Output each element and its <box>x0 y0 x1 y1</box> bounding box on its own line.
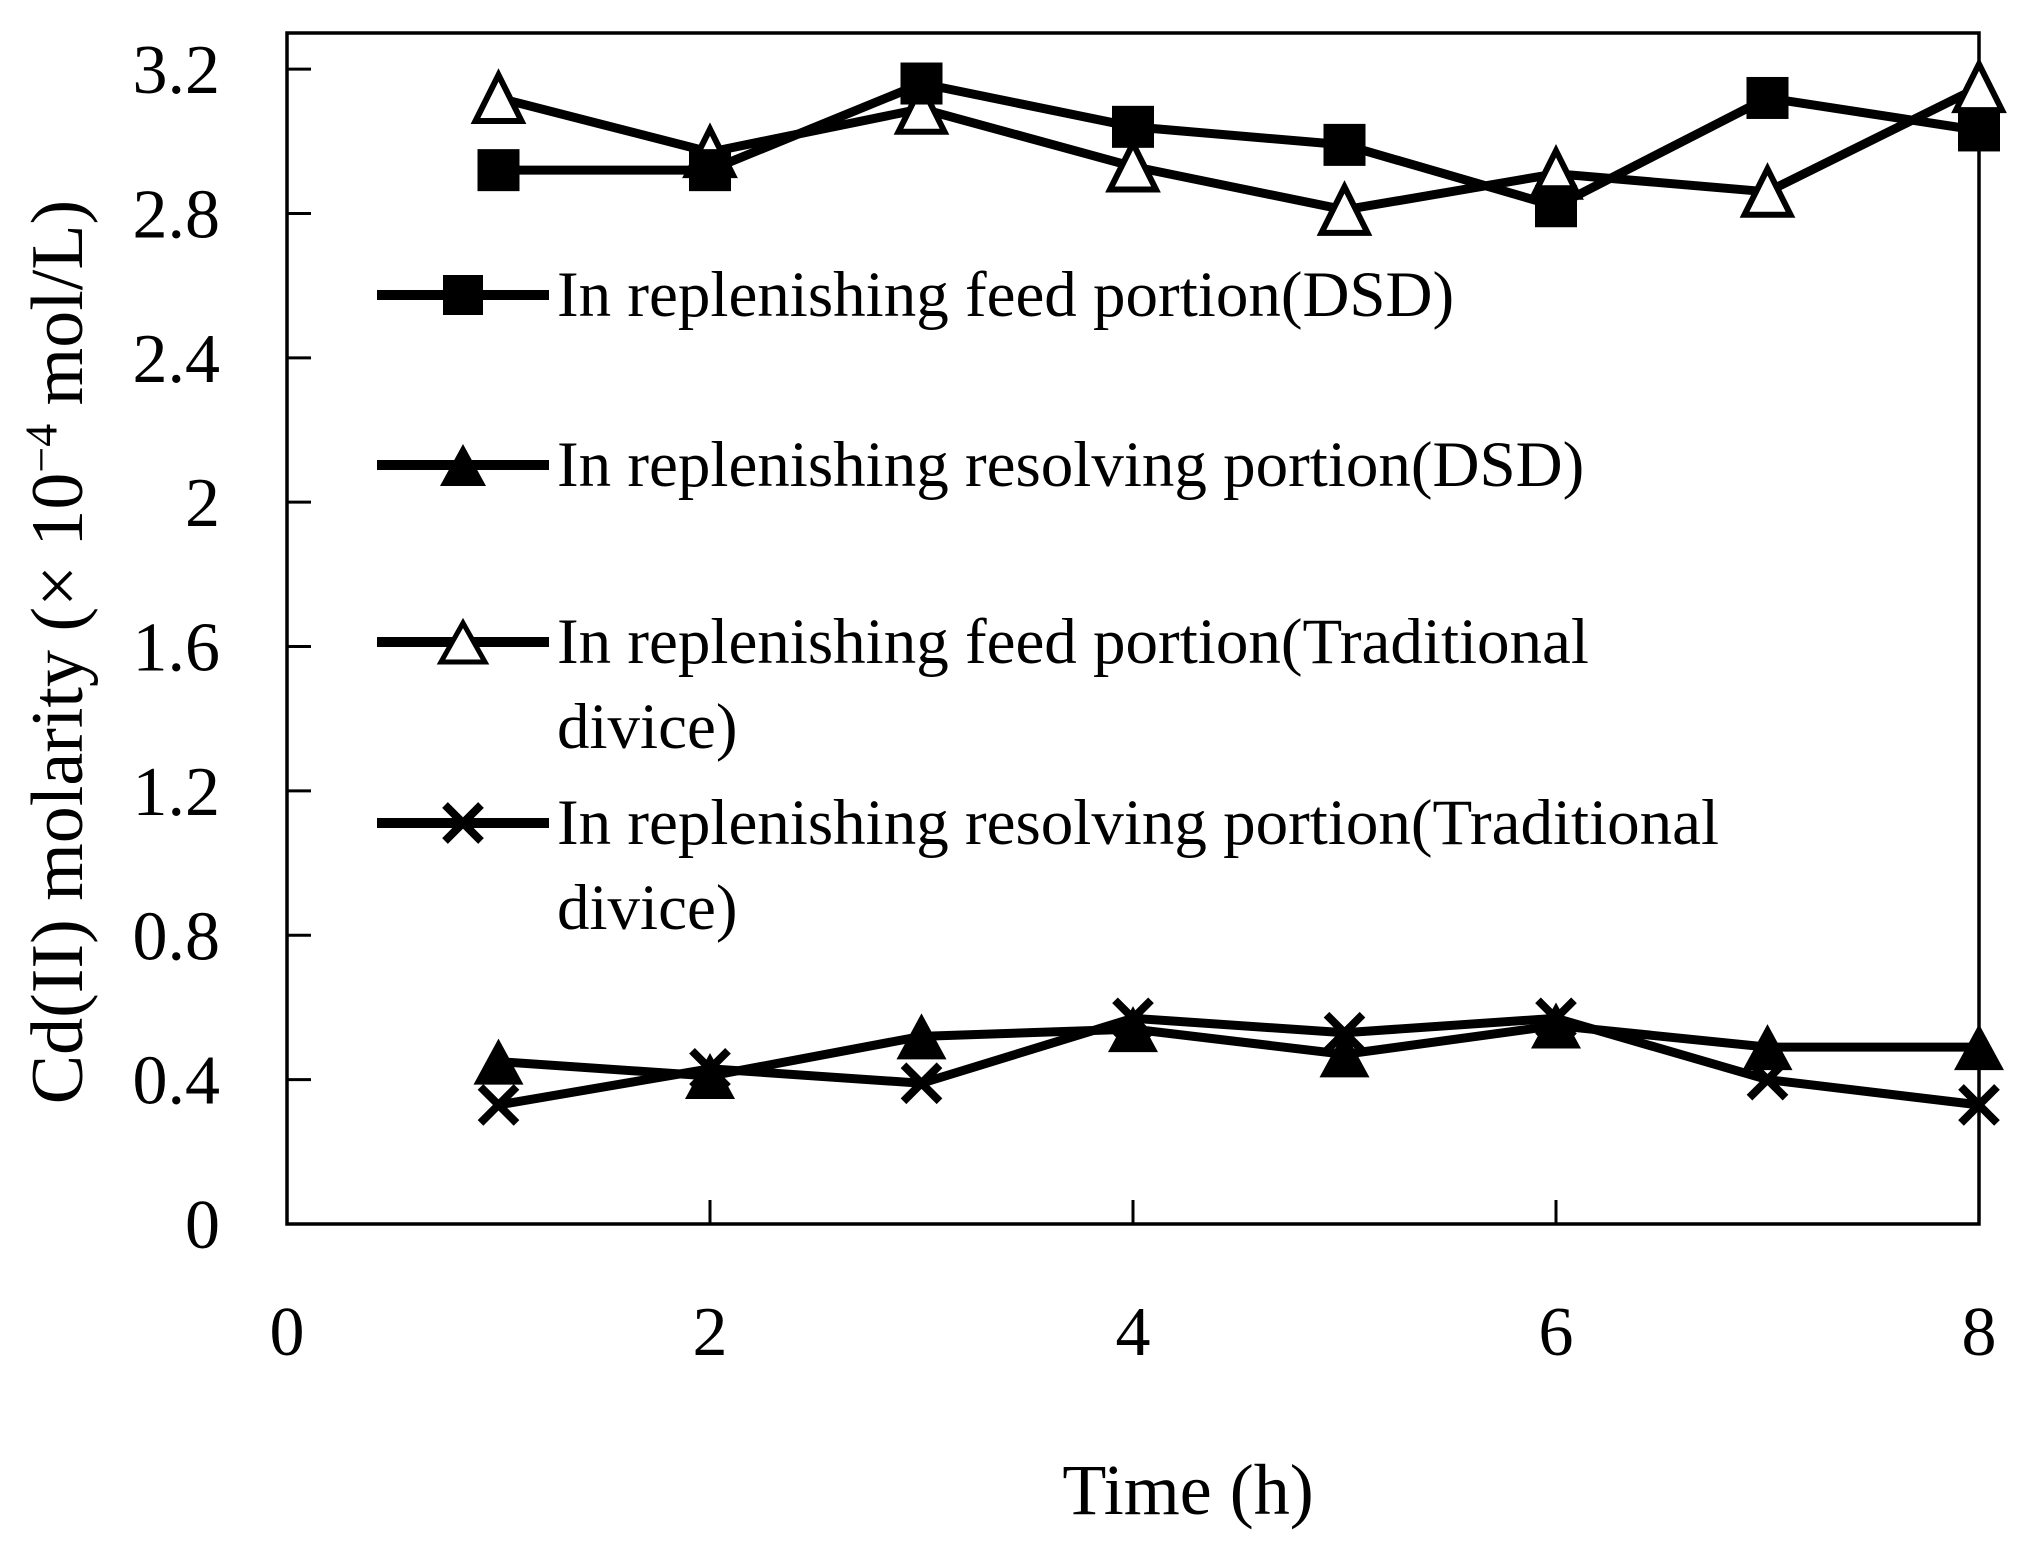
legend-item-resolving-traditional: In replenishing resolving portion(Tradit… <box>377 781 1719 951</box>
y-tick-label: 2.4 <box>133 321 221 398</box>
marker-open-triangle <box>1739 162 1796 218</box>
legend-marker-x-cross-icon <box>377 802 549 844</box>
legend-marker-filled-square-icon <box>377 275 549 315</box>
marker-filled-triangle <box>1531 1002 1581 1049</box>
marker-open-triangle <box>1316 180 1373 236</box>
legend-item-resolving-dsd: In replenishing resolving portion(DSD) <box>377 423 1584 508</box>
marker-x-cross <box>900 1062 943 1105</box>
legend-label: In replenishing resolving portion(Tradit… <box>557 781 1719 951</box>
y-tick-label: 3.2 <box>133 32 221 109</box>
legend-item-feed-traditional: In replenishing feed portion(Traditional… <box>377 600 1589 770</box>
marker-open-triangle <box>1951 57 2007 114</box>
marker-filled-square <box>1323 123 1366 166</box>
x-tick-label: 6 <box>1539 1294 1574 1371</box>
y-axis-title: Cd(II) molarity (× 10−4 mol/L) <box>15 2 99 1302</box>
marker-filled-square <box>1958 109 2000 152</box>
y-tick-label: 1.6 <box>133 610 221 687</box>
marker-open-triangle <box>893 79 950 135</box>
legend-label-line: divice) <box>557 691 738 763</box>
marker-filled-triangle <box>1742 1024 1793 1071</box>
marker-x-cross <box>477 1084 520 1126</box>
legend-label: In replenishing resolving portion(DSD) <box>557 423 1584 508</box>
legend-label-line: divice) <box>557 872 738 944</box>
marker-filled-square <box>1746 76 1789 119</box>
x-axis-title: Time (h) <box>1062 1450 1314 1530</box>
series-line-open-triangle <box>497 83 1981 215</box>
y-tick-label: 2.8 <box>133 176 221 253</box>
y-tick-label: 2 <box>185 465 220 542</box>
legend-label: In replenishing feed portion(Traditional… <box>557 600 1589 770</box>
legend-label-line: In replenishing feed portion(Traditional <box>557 606 1589 678</box>
x-tick-label: 4 <box>1116 1294 1151 1371</box>
series-line-filled-triangle <box>498 1020 1979 1081</box>
marker-filled-square <box>1535 185 1577 228</box>
series-line-filled-square <box>498 78 1980 212</box>
marker-filled-triangle <box>896 1013 947 1060</box>
marker-filled-triangle <box>685 1053 735 1100</box>
marker-filled-square <box>477 149 520 192</box>
marker-filled-square <box>900 62 943 105</box>
marker-x-cross <box>1958 1084 2000 1126</box>
marker-filled-triangle <box>1108 1006 1158 1053</box>
marker-filled-square <box>689 149 731 192</box>
legend-item-feed-dsd: In replenishing feed portion(DSD) <box>377 253 1454 338</box>
y-tick-label: 0.8 <box>133 898 221 975</box>
y-axis-title-superscript: −4 <box>15 423 67 473</box>
marker-open-triangle <box>470 68 527 124</box>
y-tick-label: 0 <box>185 1187 220 1264</box>
marker-open-triangle <box>1105 136 1161 193</box>
marker-filled-triangle <box>1954 1024 2004 1071</box>
legend-label-line: In replenishing feed portion(DSD) <box>557 259 1455 331</box>
marker-filled-triangle <box>1319 1031 1370 1078</box>
legend-label: In replenishing feed portion(DSD) <box>557 253 1454 338</box>
x-tick-label: 8 <box>1962 1294 1997 1371</box>
marker-filled-triangle <box>473 1038 524 1085</box>
legend-label-line: In replenishing resolving portion(DSD) <box>557 429 1585 501</box>
y-tick-label: 0.4 <box>133 1043 221 1120</box>
x-tick-label: 0 <box>270 1294 305 1371</box>
legend-marker-open-triangle-icon <box>377 617 549 665</box>
legend-label-line: In replenishing resolving portion(Tradit… <box>557 787 1720 859</box>
legend-marker-filled-triangle-icon <box>377 444 549 486</box>
y-axis-title-units: mol/L) <box>17 199 99 424</box>
y-axis-title-text: Cd(II) molarity (× 10 <box>17 472 99 1105</box>
marker-filled-square <box>1112 105 1154 148</box>
y-tick-label: 1.2 <box>133 754 221 831</box>
x-tick-label: 2 <box>693 1294 728 1371</box>
